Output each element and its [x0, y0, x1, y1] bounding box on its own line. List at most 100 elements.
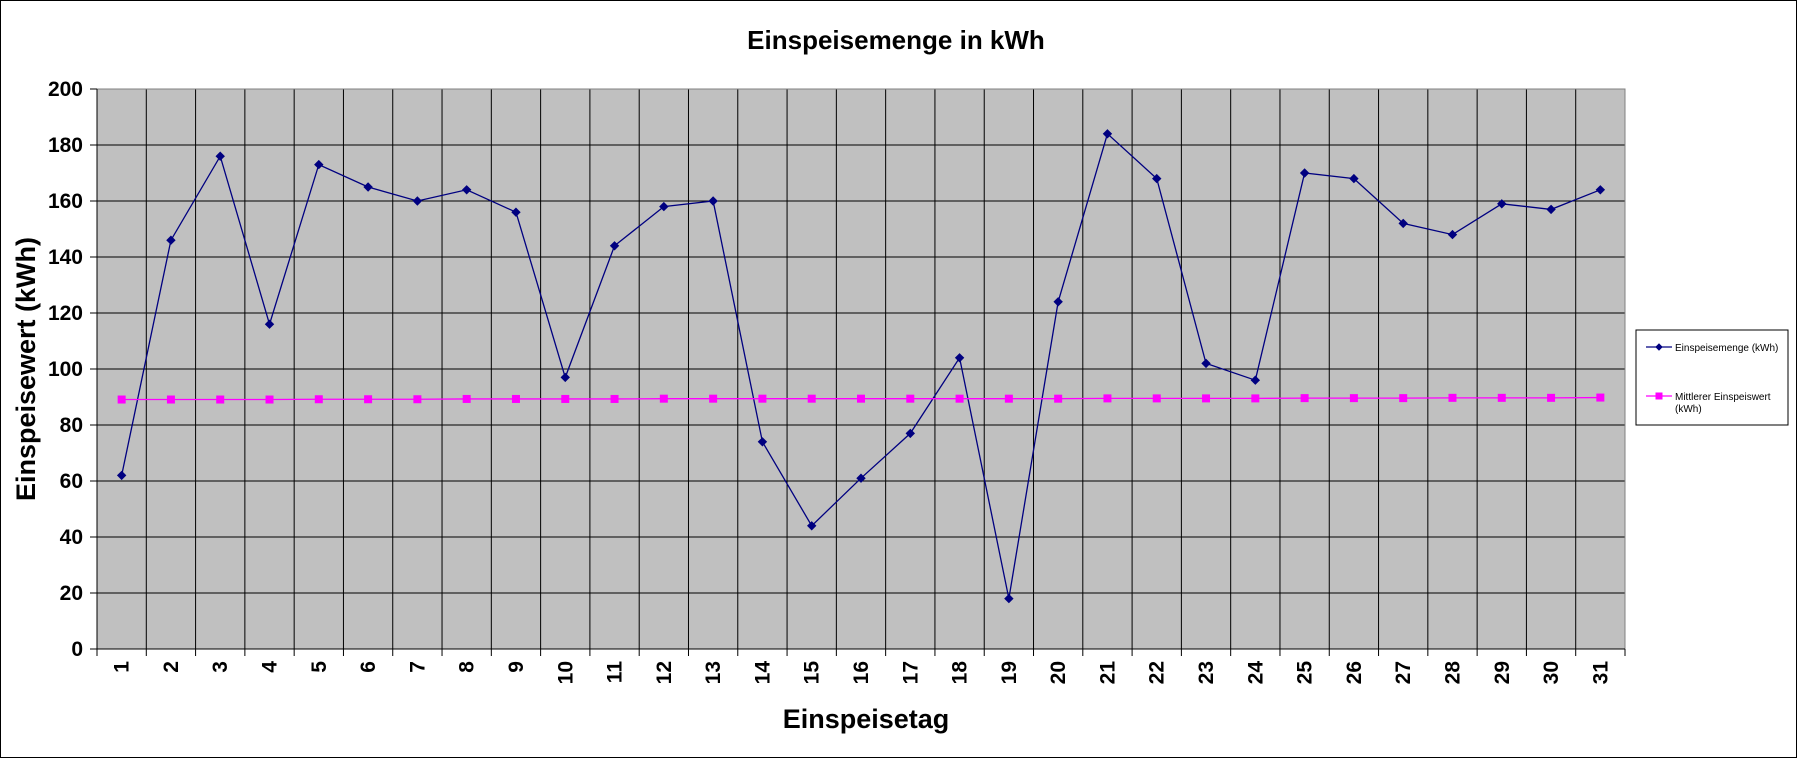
data-point [757, 437, 768, 447]
data-point [1054, 394, 1063, 403]
y-tick-label: 120 [48, 302, 83, 325]
data-point [215, 151, 225, 161]
y-axis-title: Einspeisewert (kWh) [11, 237, 41, 501]
data-point [1547, 393, 1556, 402]
x-tick-label: 12 [653, 661, 676, 684]
data-point [906, 394, 915, 403]
legend-label-2-line: (kWh) [1675, 404, 1702, 415]
x-tick-label: 4 [259, 661, 282, 673]
x-tick-label: 26 [1343, 661, 1366, 684]
data-point [609, 241, 620, 251]
data-point [1004, 593, 1014, 604]
x-tick-label: 5 [308, 661, 331, 673]
data-point [857, 394, 865, 403]
x-tick-label: 8 [456, 661, 479, 673]
data-point [1399, 394, 1408, 403]
data-point [561, 394, 570, 403]
data-point [1595, 185, 1606, 195]
data-point [511, 394, 520, 403]
data-point [265, 395, 274, 404]
data-point [1447, 229, 1458, 240]
x-tick-label: 3 [209, 661, 232, 673]
series-group [116, 129, 1606, 604]
chart-title: Einspeisemenge in kWh [747, 25, 1045, 55]
data-point [1251, 394, 1260, 403]
x-tick-label: 21 [1096, 661, 1119, 685]
data-point [166, 395, 175, 404]
x-tick-label: 23 [1195, 661, 1218, 684]
data-point [314, 395, 323, 404]
data-point [1299, 168, 1310, 178]
y-tick-label: 140 [48, 246, 83, 269]
data-point [955, 394, 964, 403]
data-point [807, 394, 816, 403]
x-tick-label: 2 [160, 661, 183, 673]
data-point [264, 319, 275, 329]
data-point [412, 196, 423, 206]
x-tick-label: 27 [1392, 661, 1415, 684]
data-point [1300, 394, 1309, 403]
x-tick-label: 11 [604, 661, 627, 684]
legend-marker-2 [1655, 392, 1663, 400]
data-point [1102, 129, 1113, 139]
data-point [659, 394, 668, 403]
legend-label-1: Einspeisemenge (kWh) [1675, 343, 1778, 354]
data-point [1398, 218, 1408, 229]
data-point [905, 428, 915, 439]
y-tick-label: 100 [48, 358, 83, 381]
x-tick-label: 1 [111, 661, 134, 673]
data-point [462, 394, 471, 403]
data-point [216, 395, 225, 404]
data-point [1546, 204, 1556, 215]
data-point [1201, 358, 1211, 369]
x-tick-label: 22 [1146, 661, 1169, 684]
data-point [1004, 394, 1013, 403]
data-point [116, 470, 127, 481]
legend-label-2: Mittlerer Einspeiswert (kWh) [1675, 392, 1771, 415]
x-tick-label: 18 [949, 661, 972, 685]
data-point [807, 521, 817, 531]
data-point [363, 182, 373, 192]
data-point [1497, 393, 1506, 402]
x-tick-label: 9 [505, 661, 528, 673]
x-tick-label: 7 [406, 661, 429, 673]
data-point [709, 394, 718, 403]
data-point [1202, 394, 1211, 403]
x-tick-label: 31 [1589, 661, 1612, 685]
data-point [610, 394, 619, 403]
grid-lines [96, 88, 1626, 650]
x-tick-label: 15 [801, 661, 824, 685]
x-tick-label: 16 [850, 661, 873, 684]
x-axis-title: Einspeisetag [783, 704, 950, 734]
x-tick-label: 10 [554, 661, 577, 684]
x-tick-label: 28 [1441, 661, 1464, 685]
data-point [1250, 375, 1261, 385]
y-tick-label: 0 [71, 638, 83, 661]
data-point [659, 201, 669, 212]
data-point [1448, 393, 1457, 402]
y-tick-label: 20 [60, 582, 83, 605]
legend-marker-1 [1655, 343, 1663, 351]
data-point [1349, 173, 1359, 184]
x-tick-label: 24 [1244, 661, 1267, 685]
data-point [511, 207, 521, 217]
data-point [856, 473, 866, 483]
y-tick-label: 180 [48, 134, 83, 157]
data-point [1152, 173, 1162, 184]
data-point [1596, 393, 1605, 402]
data-point [1497, 199, 1507, 209]
x-tick-label: 25 [1294, 661, 1317, 685]
data-point [1053, 297, 1063, 307]
legend: Einspeisemenge (kWh) Mittlerer Einspeiswe… [1635, 329, 1789, 426]
data-point [413, 395, 422, 404]
x-tick-label: 30 [1540, 661, 1563, 684]
data-point [461, 185, 472, 195]
x-tick-label: 13 [702, 661, 725, 684]
data-point [708, 196, 718, 206]
x-tick-label: 17 [899, 661, 922, 684]
data-point [954, 353, 965, 363]
x-tick-label: 29 [1491, 661, 1514, 684]
